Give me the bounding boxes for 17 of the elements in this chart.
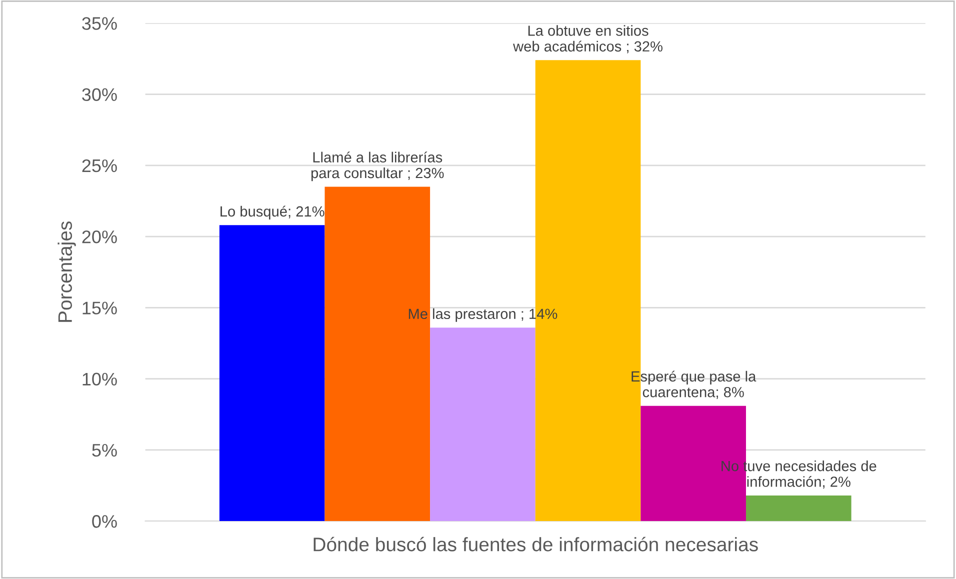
y-tick-label: 35% (82, 17, 117, 30)
y-tick-label: 10% (82, 372, 117, 386)
text: Llamé a las librerías para consultar ; 23% (311, 152, 444, 182)
bar (430, 328, 536, 522)
x-axis-title: Dónde buscó las fuentes de información necesarias (314, 536, 758, 552)
y-tick-label: 0% (92, 515, 117, 528)
y-tick-label: 30% (82, 88, 117, 102)
y-tick-label: 5% (92, 444, 117, 457)
y-tick-label: 25% (82, 159, 117, 172)
y-axis-title: Porcentajes (58, 221, 76, 322)
y-tick-label: 20% (82, 230, 117, 244)
bar (219, 225, 325, 522)
text: La obtuve en sitios web académicos ; 32% (513, 25, 662, 54)
y-tick-label: 15% (82, 302, 117, 314)
bar (324, 186, 430, 522)
text: Lo busqué; 21% (220, 206, 324, 220)
bar (746, 495, 852, 522)
